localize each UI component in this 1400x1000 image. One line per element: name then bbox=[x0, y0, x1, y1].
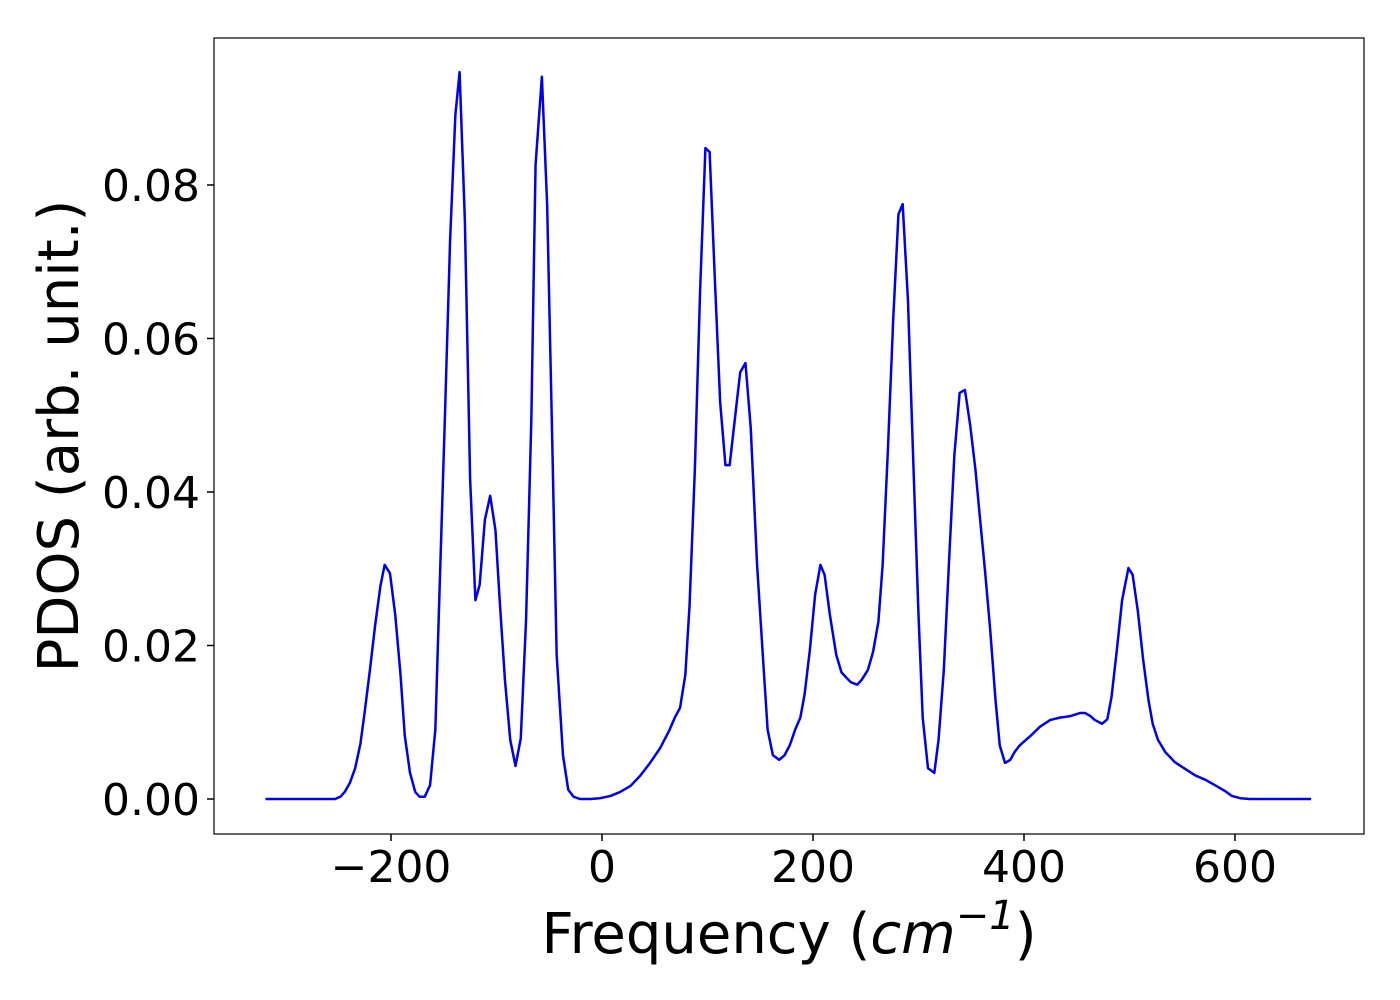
x-axis-label: Frequency (cm−1) bbox=[541, 893, 1036, 967]
x-tick-label: 600 bbox=[1193, 842, 1277, 893]
y-tick-label: 0.06 bbox=[102, 314, 200, 365]
x-tick-label: 200 bbox=[771, 842, 855, 893]
y-tick-label: 0.02 bbox=[102, 621, 200, 672]
data-line bbox=[265, 70, 1311, 801]
x-axis-label-part: −1 bbox=[956, 893, 1015, 939]
plot-frame bbox=[213, 37, 1365, 835]
x-tick-label: 400 bbox=[982, 842, 1066, 893]
x-tick-label: −200 bbox=[331, 842, 452, 893]
y-tick-label: 0.08 bbox=[102, 161, 200, 212]
x-axis-label-part: cm bbox=[870, 902, 955, 967]
y-axis-label: PDOS (arb. unit.) bbox=[27, 200, 92, 673]
x-axis-label-part: Frequency ( bbox=[541, 902, 870, 967]
x-tick-label: 0 bbox=[588, 842, 616, 893]
y-tick-label: 0.00 bbox=[102, 775, 200, 826]
y-tick-label: 0.04 bbox=[102, 468, 200, 519]
x-axis-label-part: ) bbox=[1015, 902, 1037, 967]
